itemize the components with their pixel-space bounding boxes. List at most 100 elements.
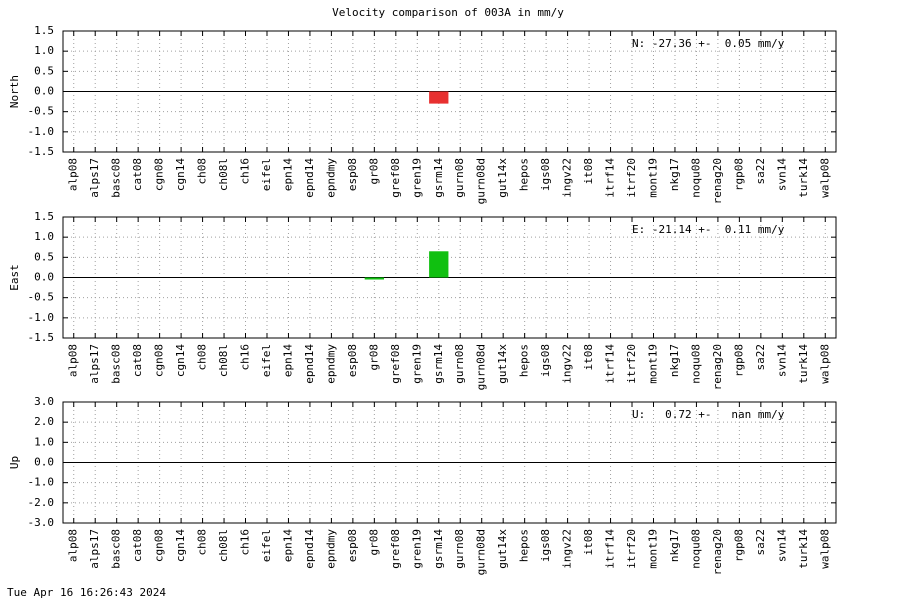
x-tick-label: gurn08	[453, 529, 466, 569]
x-tick-label: turk14	[797, 344, 810, 384]
x-tick-label: gsrm14	[432, 529, 445, 569]
x-tick-label: sa22	[754, 344, 767, 371]
y-axis-label: East	[8, 264, 21, 291]
x-tick-label: walp08	[818, 529, 831, 569]
x-tick-label: igs08	[539, 529, 552, 562]
x-tick-label: itrf14	[604, 529, 617, 569]
x-tick-label: basc08	[110, 344, 123, 384]
x-tick-label: basc08	[110, 158, 123, 198]
x-tick-label: gref08	[389, 158, 402, 198]
x-tick-label: turk14	[797, 529, 810, 569]
y-tick-label: 0.0	[34, 456, 54, 469]
x-tick-label: itrf20	[625, 158, 638, 198]
x-tick-label: it08	[582, 529, 595, 556]
annotation: N: -27.36 +- 0.05 mm/y	[632, 37, 785, 50]
x-tick-label: epnd14	[303, 158, 316, 198]
x-tick-label: nkg17	[668, 158, 681, 191]
x-tick-label: sa22	[754, 158, 767, 185]
x-tick-label: gurn08d	[475, 158, 488, 204]
x-tick-label: itrf14	[604, 158, 617, 198]
x-tick-label: ingv22	[561, 344, 574, 384]
x-tick-label: sa22	[754, 529, 767, 556]
x-tick-label: ch08	[196, 529, 209, 556]
x-tick-label: alp08	[67, 344, 80, 377]
x-tick-label: cgn14	[174, 344, 187, 377]
y-tick-label: 1.0	[34, 435, 54, 448]
x-tick-label: itrf20	[625, 344, 638, 384]
y-tick-label: 2.0	[34, 415, 54, 428]
y-tick-label: 0.5	[34, 250, 54, 263]
x-tick-label: epn14	[281, 344, 294, 377]
x-tick-label: gsrm14	[432, 344, 445, 384]
y-tick-label: -2.0	[28, 496, 55, 509]
x-tick-label: turk14	[797, 158, 810, 198]
x-tick-label: gurn08d	[475, 344, 488, 390]
x-tick-label: mont19	[646, 529, 659, 569]
x-tick-label: epnd14	[303, 344, 316, 384]
x-tick-label: cgn08	[153, 344, 166, 377]
x-tick-label: igs08	[539, 344, 552, 377]
x-tick-label: cgn08	[153, 158, 166, 191]
bar	[364, 277, 385, 280]
x-tick-label: renag20	[711, 529, 724, 575]
x-tick-label: eifel	[260, 529, 273, 562]
x-tick-label: gurn08	[453, 344, 466, 384]
x-tick-label: renag20	[711, 344, 724, 390]
x-tick-label: itrf20	[625, 529, 638, 569]
x-tick-label: hepos	[518, 529, 531, 562]
x-tick-label: gut14x	[496, 344, 509, 384]
x-tick-label: gren19	[410, 158, 423, 198]
plot-frame	[62, 30, 837, 153]
x-tick-label: gurn08d	[475, 529, 488, 575]
x-tick-label: gren19	[410, 529, 423, 569]
x-tick-label: alps17	[88, 158, 101, 198]
x-tick-label: walp08	[818, 344, 831, 384]
x-tick-label: ch08l	[217, 344, 230, 377]
y-tick-label: 1.5	[34, 24, 54, 37]
x-tick-label: cgn14	[174, 529, 187, 562]
x-tick-label: ch08l	[217, 529, 230, 562]
plot-frame	[62, 401, 837, 524]
y-tick-label: 3.0	[34, 395, 54, 408]
x-tick-label: ingv22	[561, 529, 574, 569]
x-tick-label: it08	[582, 344, 595, 371]
x-tick-label: walp08	[818, 158, 831, 198]
x-tick-label: gut14x	[496, 158, 509, 198]
y-tick-label: -1.5	[28, 331, 55, 344]
x-tick-label: cat08	[131, 529, 144, 562]
y-tick-label: -1.0	[28, 125, 55, 138]
x-tick-label: basc08	[110, 529, 123, 569]
bar	[429, 91, 449, 104]
x-tick-label: epn14	[281, 529, 294, 562]
chart-title: Velocity comparison of 003A in mm/y	[332, 6, 564, 19]
x-tick-label: ch16	[239, 529, 252, 556]
y-tick-label: -1.0	[28, 311, 55, 324]
x-tick-label: epnd14	[303, 529, 316, 569]
x-tick-label: esp08	[346, 529, 359, 562]
x-tick-label: ingv22	[561, 158, 574, 198]
x-tick-label: cgn14	[174, 158, 187, 191]
x-tick-label: eifel	[260, 158, 273, 191]
x-tick-label: gren19	[410, 344, 423, 384]
x-tick-label: cgn08	[153, 529, 166, 562]
y-axis-label: Up	[8, 456, 21, 469]
x-tick-label: svn14	[775, 158, 788, 191]
x-tick-label: noqu08	[689, 344, 702, 384]
annotation: E: -21.14 +- 0.11 mm/y	[632, 223, 785, 236]
y-tick-label: -1.5	[28, 145, 55, 158]
x-tick-label: svn14	[775, 529, 788, 562]
x-tick-label: alp08	[67, 158, 80, 191]
x-tick-label: itrf14	[604, 344, 617, 384]
x-tick-label: alp08	[67, 529, 80, 562]
x-tick-label: gut14x	[496, 529, 509, 569]
y-tick-label: -3.0	[28, 516, 55, 529]
y-tick-label: -0.5	[28, 291, 55, 304]
x-tick-label: epndmy	[324, 158, 337, 198]
x-tick-label: alps17	[88, 344, 101, 384]
x-tick-label: gurn08	[453, 158, 466, 198]
x-tick-label: eifel	[260, 344, 273, 377]
x-tick-label: mont19	[646, 344, 659, 384]
x-tick-label: epn14	[281, 158, 294, 191]
x-tick-label: gr08	[367, 529, 380, 556]
